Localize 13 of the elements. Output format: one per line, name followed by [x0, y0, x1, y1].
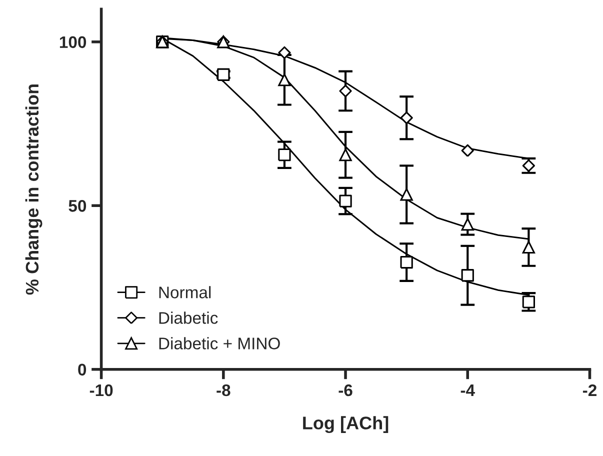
x-tick-label: -10 — [90, 384, 113, 396]
y-axis-title: % Change in contraction — [25, 84, 42, 295]
x-tick-label: -8 — [216, 384, 230, 396]
x-tick-label: -4 — [460, 384, 475, 396]
y-tick-label: 50 — [68, 200, 86, 212]
legend-label: Diabetic + MINO — [159, 337, 280, 350]
y-tick-label: 100 — [60, 36, 86, 48]
legend-label: Diabetic — [159, 312, 218, 324]
legend-label: Normal — [159, 286, 211, 298]
x-axis-title: Log [ACh] — [303, 416, 388, 434]
x-tick-label: -2 — [582, 384, 596, 396]
x-tick-label: -6 — [338, 384, 352, 396]
y-tick-label: 0 — [78, 364, 86, 376]
